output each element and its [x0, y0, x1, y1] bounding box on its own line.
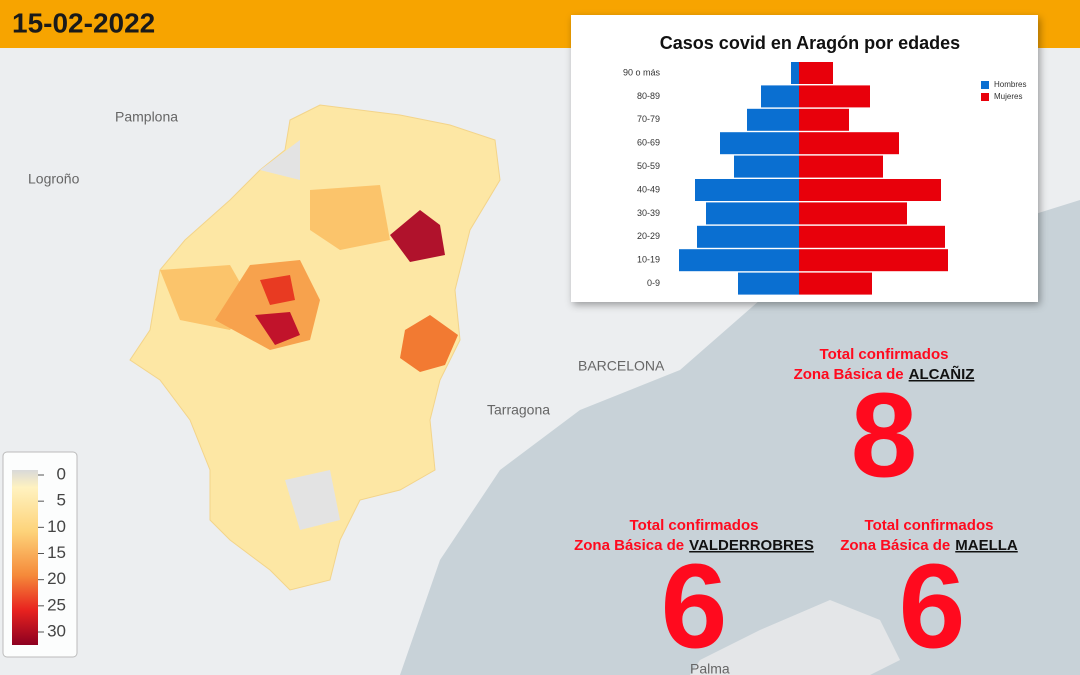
- legend-tick-label: 30: [47, 621, 66, 640]
- bar: [799, 272, 872, 295]
- y-tick-label: 40-49: [637, 184, 660, 194]
- legend-tick-label: 10: [47, 517, 66, 536]
- sea: [400, 200, 1080, 675]
- total-zone-line: Zona Básica de MAELLA: [840, 537, 1018, 554]
- bar: [799, 62, 833, 84]
- total-value: 8: [851, 369, 918, 503]
- legend-swatch: [981, 93, 989, 101]
- date: 15-02-2022: [12, 7, 155, 38]
- place-label: Tarragona: [487, 402, 550, 418]
- bar: [791, 62, 799, 84]
- place-label: Logroño: [28, 171, 80, 187]
- y-tick-label: 0-9: [647, 278, 660, 288]
- zone-name: MAELLA: [955, 537, 1018, 554]
- legend-tick-label: 0: [57, 464, 66, 483]
- y-tick-label: 60-69: [637, 138, 660, 148]
- y-tick-label: 20-29: [637, 231, 660, 241]
- zone-prefix: Zona Básica de: [574, 537, 684, 554]
- total-zone-line: Zona Básica de VALDERROBRES: [574, 537, 814, 554]
- bar: [799, 179, 941, 201]
- region: [400, 315, 458, 372]
- total-heading: Total confirmados: [630, 517, 759, 534]
- region: [285, 470, 340, 530]
- island: [690, 600, 900, 675]
- legend-label: Mujeres: [994, 92, 1022, 101]
- total-value: 6: [661, 540, 728, 674]
- y-tick-label: 90 o más: [623, 67, 661, 77]
- bar: [706, 202, 799, 225]
- zone-name: VALDERROBRES: [689, 537, 814, 554]
- bar: [679, 249, 799, 272]
- bar: [761, 85, 799, 108]
- y-tick-label: 10-19: [637, 255, 660, 265]
- total-heading: Total confirmados: [820, 346, 949, 363]
- legend-tick-label: 5: [57, 491, 66, 510]
- bar: [747, 108, 799, 131]
- region: [260, 275, 295, 305]
- bar: [799, 202, 907, 225]
- region: [255, 312, 300, 345]
- bar: [697, 225, 799, 248]
- bar: [695, 179, 799, 201]
- legend-swatch: [981, 81, 989, 89]
- y-tick-label: 50-59: [637, 161, 660, 171]
- bar: [799, 225, 945, 248]
- legend-tick-label: 15: [47, 543, 66, 562]
- color-bar: [12, 470, 38, 645]
- y-tick-label: 80-89: [637, 91, 660, 101]
- total-zone-line: Zona Básica de ALCAÑIZ: [794, 365, 975, 383]
- region: [390, 210, 445, 262]
- bar: [720, 132, 799, 155]
- place-label: Pamplona: [115, 109, 178, 125]
- bar: [799, 155, 883, 178]
- bar: [799, 249, 948, 272]
- zone-prefix: Zona Básica de: [794, 366, 904, 383]
- legend-tick-label: 25: [47, 595, 66, 614]
- bar: [799, 85, 870, 108]
- region: [260, 140, 300, 180]
- place-label: BARCELONA: [578, 358, 665, 374]
- y-tick-label: 30-39: [637, 208, 660, 218]
- bar: [799, 132, 899, 155]
- legend-tick-label: 20: [47, 569, 66, 588]
- region: [310, 185, 390, 250]
- bar: [734, 155, 799, 178]
- total-heading: Total confirmados: [865, 517, 994, 534]
- y-tick-label: 70-79: [637, 114, 660, 124]
- bar: [738, 272, 799, 295]
- zone-prefix: Zona Básica de: [840, 537, 950, 554]
- place-label: Palma: [690, 661, 730, 675]
- chart-title: Casos covid en Aragón por edades: [660, 33, 960, 53]
- legend-label: Hombres: [994, 80, 1026, 89]
- bar: [799, 108, 849, 131]
- zone-name: ALCAÑIZ: [909, 365, 975, 383]
- total-value: 6: [899, 540, 966, 674]
